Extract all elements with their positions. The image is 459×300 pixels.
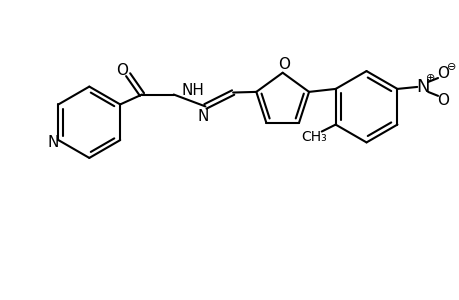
Text: CH₃: CH₃ (300, 130, 326, 145)
Text: N: N (415, 78, 429, 96)
Text: ⊕: ⊕ (425, 73, 435, 83)
Text: N: N (197, 109, 209, 124)
Text: ⊖: ⊖ (446, 62, 456, 72)
Text: O: O (116, 63, 128, 78)
Text: O: O (277, 57, 289, 72)
Text: NH: NH (181, 83, 204, 98)
Text: O: O (436, 66, 448, 81)
Text: O: O (436, 93, 448, 108)
Text: N: N (48, 135, 59, 150)
